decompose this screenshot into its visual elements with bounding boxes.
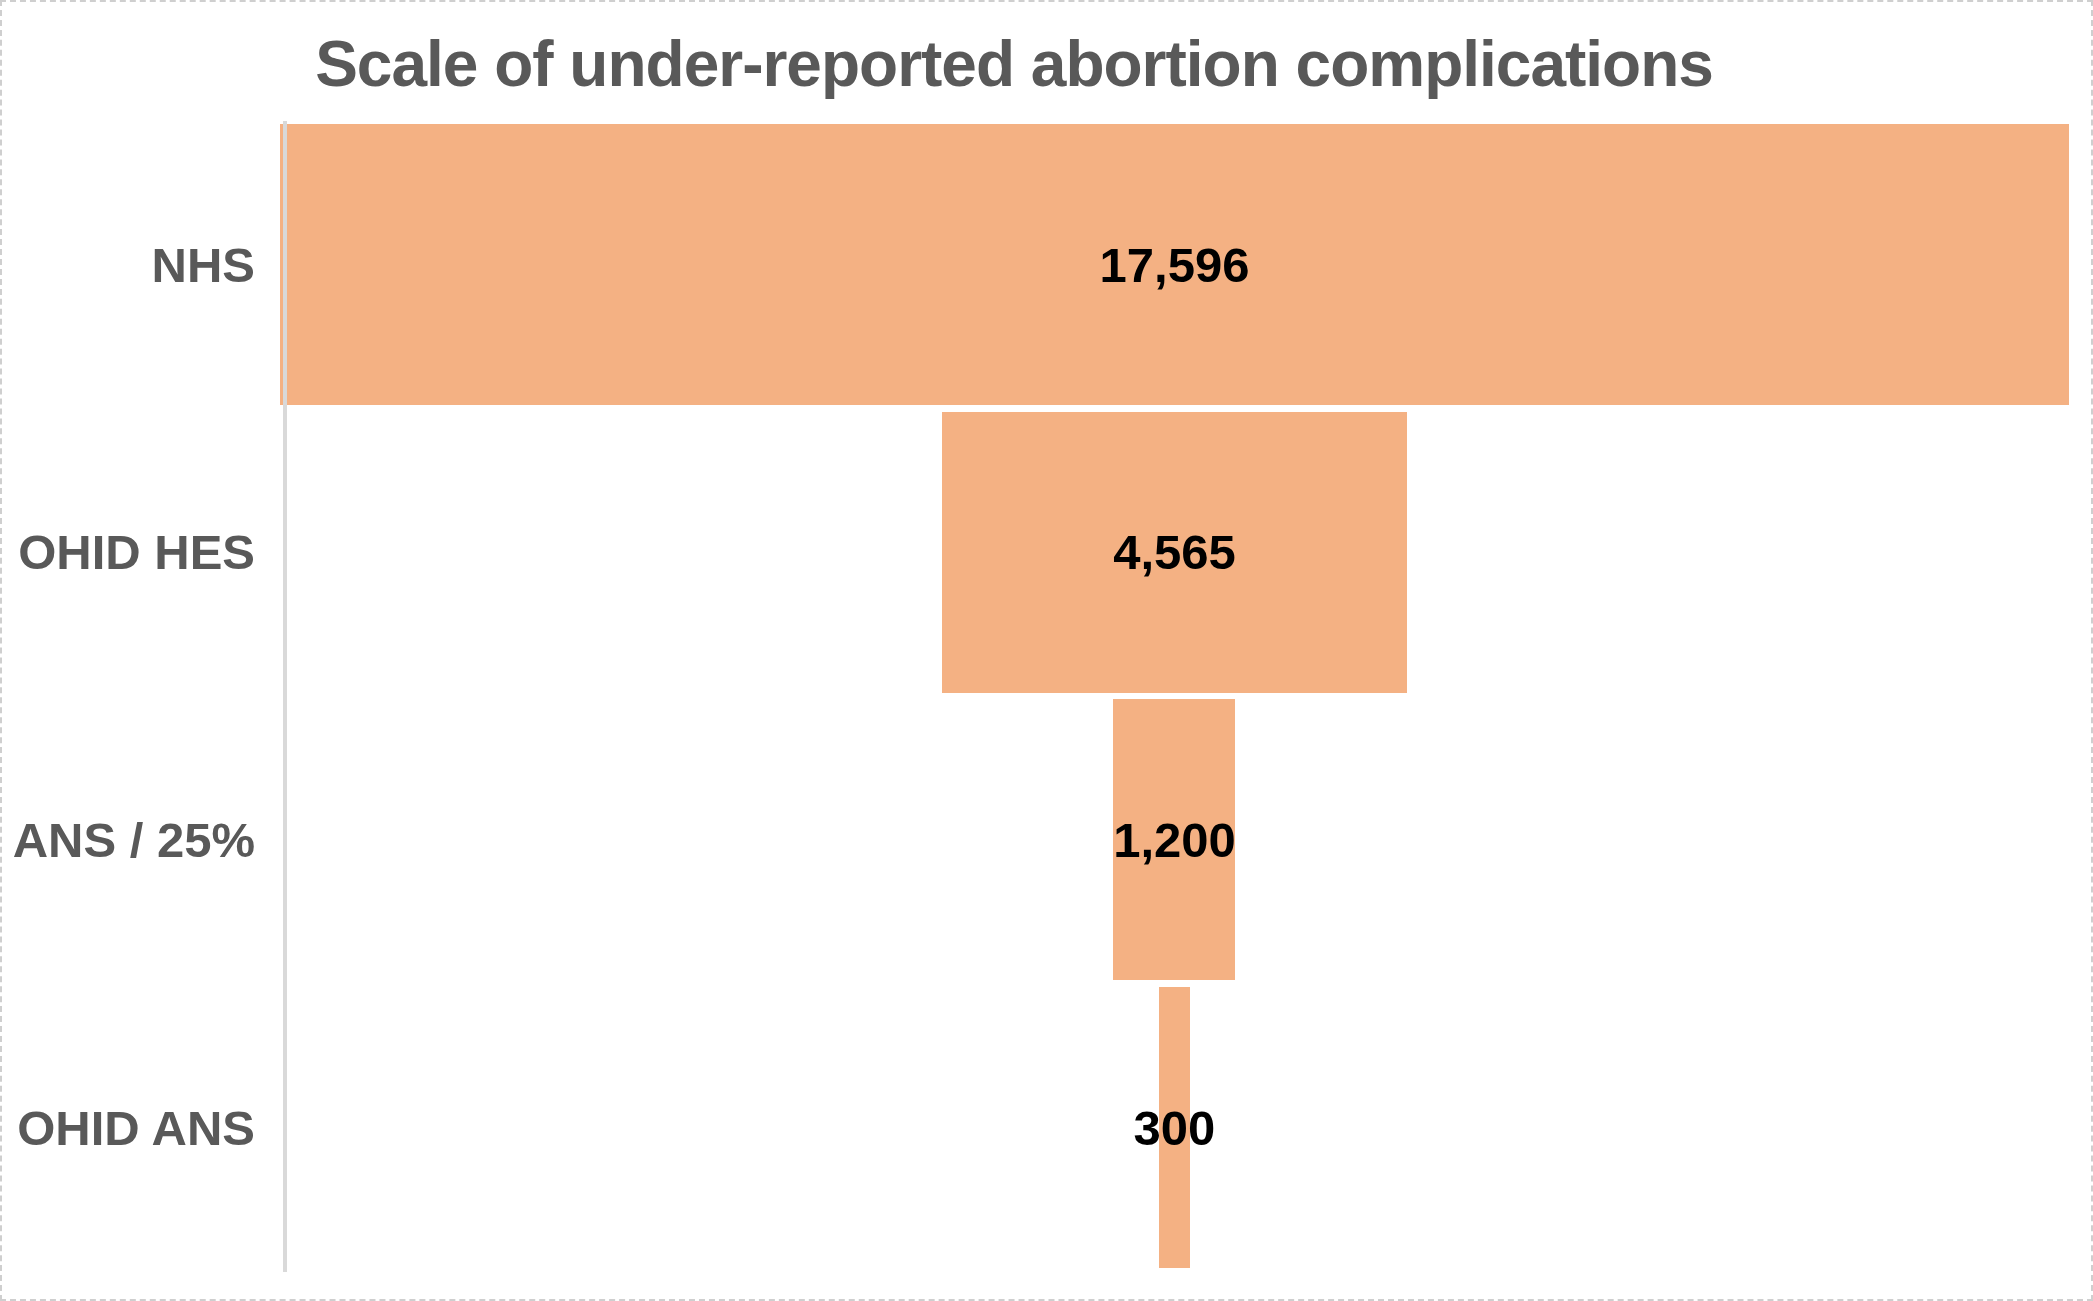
category-label-ans-25: ANS / 25% xyxy=(2,699,255,980)
value-label-ohid-hes: 4,565 xyxy=(280,412,2069,693)
category-label-nhs: NHS xyxy=(2,124,255,405)
category-label-ohid-hes: OHID HES xyxy=(2,412,255,693)
funnel-chart: Scale of under-reported abortion complic… xyxy=(0,0,2093,1301)
value-label-nhs: 17,596 xyxy=(280,124,2069,405)
category-label-ohid-ans: OHID ANS xyxy=(2,987,255,1268)
value-label-ans-25: 1,200 xyxy=(280,699,2069,980)
chart-title: Scale of under-reported abortion complic… xyxy=(2,28,2026,100)
value-label-ohid-ans: 300 xyxy=(280,987,2069,1268)
